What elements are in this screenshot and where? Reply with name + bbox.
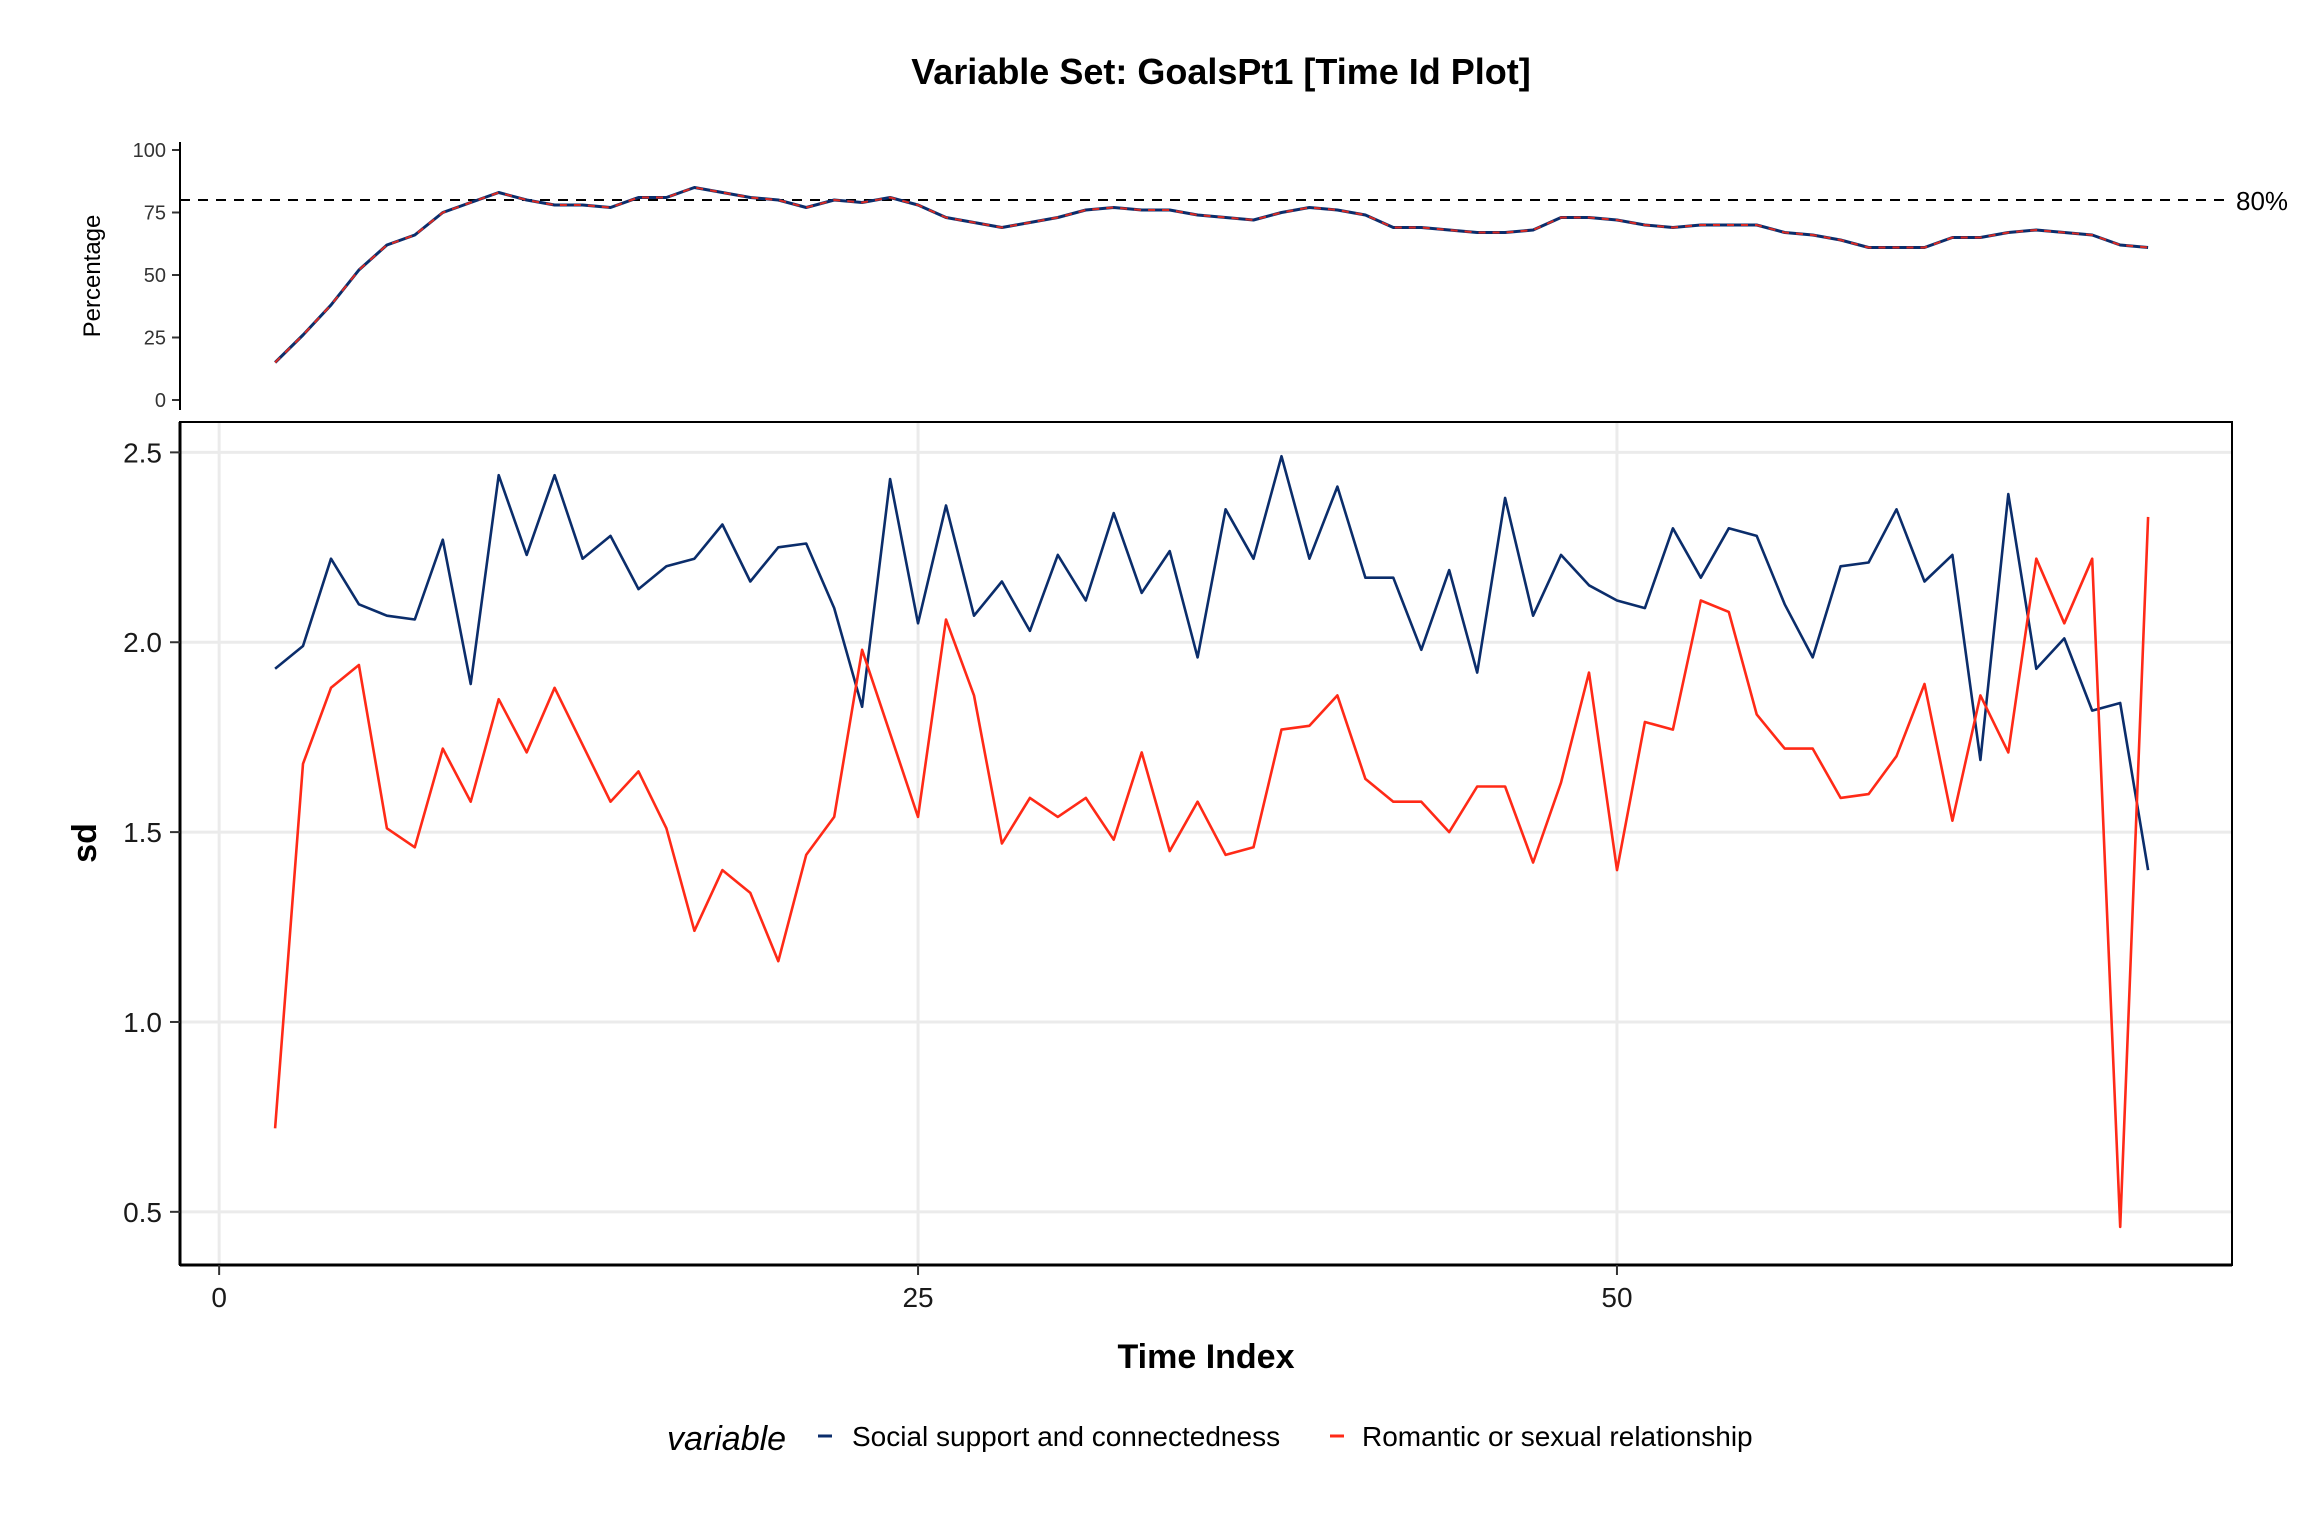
coverage-line-social: [274, 186, 2149, 364]
coverage-y-ticks: 0 25 50 75 100: [133, 140, 180, 412]
coverage-y-tick-label: 100: [133, 140, 166, 162]
y-tick-label: 0.5: [123, 1197, 162, 1228]
coverage-y-tick-label: 25: [144, 328, 166, 350]
x-axis-title: Time Index: [1118, 1338, 1295, 1376]
y-tick-label: 1.5: [123, 817, 162, 848]
coverage-y-tick-label: 0: [155, 390, 166, 412]
x-tick-label: 0: [211, 1282, 227, 1313]
coverage-line-romantic: [274, 186, 2149, 364]
grid-lines: [180, 422, 2232, 1265]
coverage-lines: [274, 186, 2149, 364]
coverage-y-tick-label: 50: [144, 265, 166, 287]
y-axis-ticks: 0.5 1.0 1.5 2.0 2.5: [123, 437, 180, 1228]
coverage-panel: 0 25 50 75 100 80% Percentage: [79, 140, 2288, 412]
legend-label-social: Social support and connectedness: [852, 1421, 1280, 1452]
x-axis-ticks: 0 25 50: [211, 1265, 1633, 1313]
y-tick-label: 1.0: [123, 1007, 162, 1038]
sd-panel: 0 25 50 0.5 1.0 1.5 2.0 2.5 Time Index sd: [66, 421, 2233, 1376]
y-tick-label: 2.0: [123, 627, 162, 658]
coverage-y-axis-title: Percentage: [79, 215, 106, 338]
y-tick-label: 2.5: [123, 437, 162, 468]
chart-title: Variable Set: GoalsPt1 [Time Id Plot]: [911, 51, 1531, 92]
series-line-social: [274, 454, 2150, 871]
series-line-romantic: [273, 516, 2150, 1229]
x-tick-label: 50: [1601, 1282, 1632, 1313]
series-lines: [273, 454, 2150, 1229]
legend-label-romantic: Romantic or sexual relationship: [1362, 1421, 1753, 1452]
coverage-y-tick-label: 75: [144, 203, 166, 225]
legend-title: variable: [667, 1420, 786, 1458]
reference-line-label: 80%: [2236, 186, 2288, 216]
plot-background: [180, 422, 2232, 1265]
y-axis-title: sd: [66, 823, 104, 863]
x-tick-label: 25: [902, 1282, 933, 1313]
legend: variable Social support and connectednes…: [667, 1420, 1753, 1458]
